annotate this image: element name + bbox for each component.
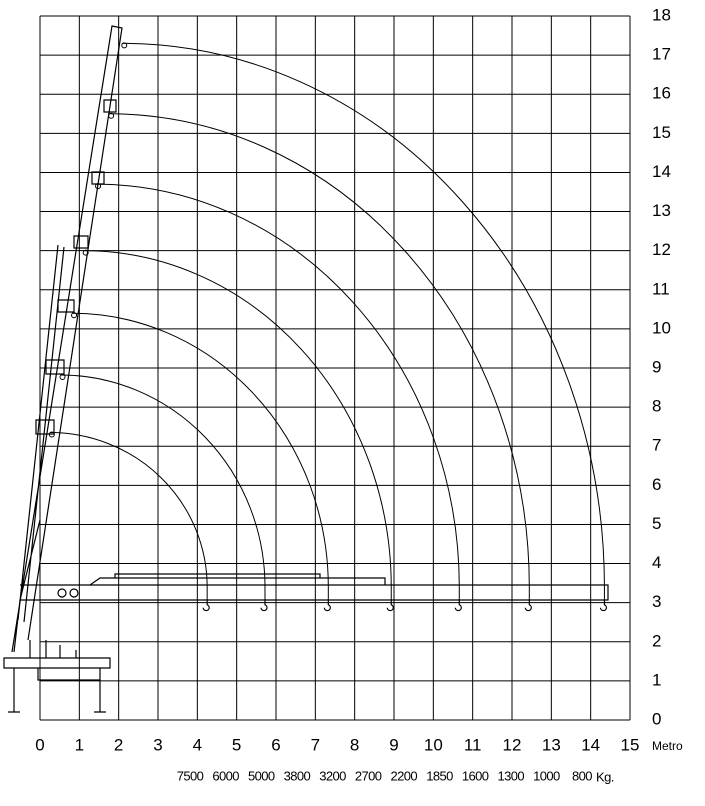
- crane-base: [3, 640, 111, 713]
- tip-joint: [108, 112, 115, 119]
- x-tick-label: 6: [271, 735, 280, 754]
- tip-joint: [71, 312, 78, 319]
- x-tick-label: 10: [424, 735, 443, 754]
- pivot: [57, 588, 67, 598]
- y-tick-label: 1: [652, 670, 661, 689]
- tip-joint: [48, 431, 55, 438]
- load-label: 7500: [177, 768, 204, 783]
- boom: [11, 25, 123, 653]
- y-tick-label: 14: [652, 162, 671, 181]
- y-tick-label: 8: [652, 397, 661, 416]
- x-unit-label: Metro: [652, 739, 683, 753]
- tip-joint: [121, 42, 128, 49]
- x-tick-label: 5: [232, 735, 241, 754]
- load-label: 5000: [248, 768, 275, 783]
- y-tick-label: 9: [652, 357, 661, 376]
- x-tick-label: 12: [503, 735, 522, 754]
- boom-joints: [35, 99, 117, 435]
- x-tick-label: 14: [581, 735, 600, 754]
- load-label: 1000: [533, 768, 560, 783]
- reach-arc: [122, 42, 605, 599]
- horizontal-boom: [20, 573, 609, 601]
- y-tick-label: 7: [652, 436, 661, 455]
- load-label: 3200: [319, 768, 346, 783]
- x-tick-label: 9: [389, 735, 398, 754]
- crane-drawing: [3, 25, 609, 713]
- x-tick-label: 4: [193, 735, 202, 754]
- x-tick-label: 15: [621, 735, 640, 754]
- y-tick-label: 16: [652, 84, 671, 103]
- load-unit-label: Kg.: [596, 769, 614, 784]
- hook: [260, 598, 268, 612]
- x-tick-label: 3: [153, 735, 162, 754]
- load-label: 1600: [462, 768, 489, 783]
- pivot: [69, 588, 79, 598]
- y-tick-label: 17: [652, 45, 671, 64]
- reach-arc: [60, 374, 266, 599]
- y-tick-label: 2: [652, 631, 661, 650]
- hook: [454, 598, 462, 612]
- y-tick-label: 18: [652, 5, 671, 24]
- x-tick-label: 13: [542, 735, 561, 754]
- reach-arc: [72, 312, 329, 599]
- load-label: 2200: [391, 768, 418, 783]
- x-tick-label: 8: [350, 735, 359, 754]
- tip-joint: [59, 374, 66, 381]
- hook: [524, 598, 532, 612]
- hook: [323, 598, 331, 612]
- y-tick-label: 11: [652, 279, 670, 298]
- load-label: 800: [572, 768, 592, 783]
- load-label: 3800: [284, 768, 311, 783]
- y-tick-label: 10: [652, 318, 671, 337]
- y-tick-label: 4: [652, 553, 661, 572]
- x-tick-label: 2: [114, 735, 123, 754]
- tip-joint: [82, 249, 89, 256]
- hook: [386, 598, 394, 612]
- reach-arc: [49, 432, 208, 599]
- reach-arc: [96, 183, 460, 599]
- x-tick-label: 11: [464, 735, 482, 754]
- load-label: 1300: [497, 768, 524, 783]
- load-label: 6000: [212, 768, 239, 783]
- load-label: 2700: [355, 768, 382, 783]
- hook: [202, 598, 210, 612]
- y-tick-label: 13: [652, 201, 671, 220]
- reach-arc: [109, 113, 530, 599]
- x-tick-label: 0: [35, 735, 44, 754]
- load-label: 1850: [426, 768, 453, 783]
- reach-arc: [83, 250, 392, 599]
- x-tick-label: 1: [75, 735, 84, 754]
- y-tick-label: 0: [652, 709, 661, 728]
- y-tick-label: 5: [652, 514, 661, 533]
- y-tick-label: 3: [652, 592, 661, 611]
- y-tick-label: 15: [652, 123, 671, 142]
- tip-joint: [95, 183, 102, 190]
- y-tick-label: 6: [652, 475, 661, 494]
- x-tick-label: 7: [311, 735, 320, 754]
- y-tick-label: 12: [652, 240, 671, 259]
- hook: [599, 598, 607, 612]
